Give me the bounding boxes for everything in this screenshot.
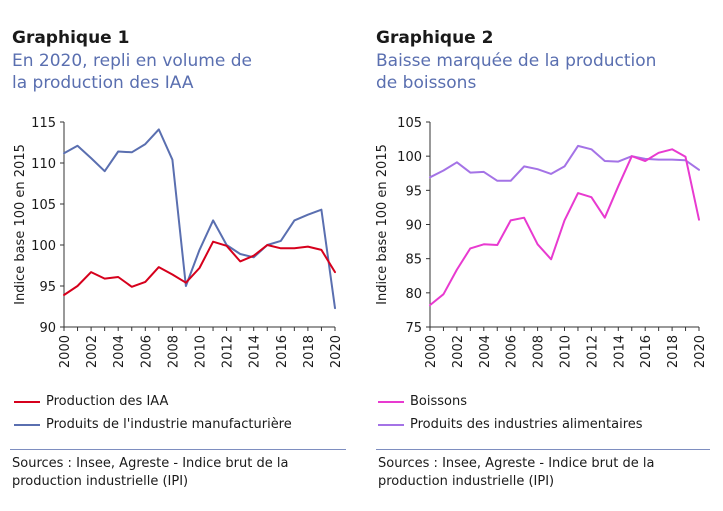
x-tick-label: 2000 [58, 335, 73, 368]
sources-line-2: production industrielle (IPI) [378, 474, 555, 489]
chart-heading: Graphique 1 [12, 28, 130, 48]
x-tick-label: 2012 [221, 335, 236, 368]
sources-line-1: Sources : Insee, Agreste - Indice brut d… [12, 456, 289, 471]
x-tick-label: 2018 [666, 335, 681, 368]
series-line-1 [63, 240, 336, 296]
y-axis-label: Indice base 100 en 2015 [13, 144, 28, 305]
x-tick-label: 2010 [194, 335, 209, 368]
divider [376, 449, 710, 450]
x-tick-label: 2016 [639, 335, 654, 368]
legend-label: Produits de l'industrie manufacturière [46, 417, 292, 432]
x-tick-label: 2014 [612, 335, 627, 368]
x-tick-label: 2002 [451, 335, 466, 368]
x-tick-label: 2006 [139, 335, 154, 368]
x-tick-label: 2012 [585, 335, 600, 368]
x-tick-label: 2006 [505, 335, 520, 368]
series-line-2 [429, 144, 700, 182]
x-tick-label: 2020 [693, 335, 708, 368]
sources-note: Sources : Insee, Agreste - Indice brut d… [378, 455, 654, 491]
legend-label: Produits des industries alimentaires [410, 417, 643, 432]
line-chart-1: 90 95 100 105 110 115 2000 2002 2004 2006 2008 2010… [13, 116, 344, 368]
y-tick-label: 110 [31, 157, 56, 172]
x-tick-label: 2008 [166, 335, 181, 368]
y-tick-label: 105 [397, 116, 422, 131]
x-tick-label: 2018 [302, 335, 317, 368]
x-tick-label: 2004 [112, 335, 127, 368]
x-tick-label: 2020 [329, 335, 344, 368]
x-tick-label: 2002 [85, 335, 100, 368]
y-tick-label: 80 [405, 287, 422, 302]
legend-item-series-1: Boissons [378, 394, 467, 409]
divider [10, 449, 346, 450]
series-line-2 [63, 128, 336, 310]
legend-item-series-2: Produits de l'industrie manufacturière [14, 417, 292, 432]
x-tick-label: 2014 [248, 335, 263, 368]
x-tick-label: 2008 [532, 335, 547, 368]
chart-subtitle-line-2: la production des IAA [12, 73, 194, 93]
legend-item-series-1: Production des IAA [14, 394, 168, 409]
y-tick-label: 105 [31, 198, 56, 213]
x-tick-label: 2004 [478, 335, 493, 368]
x-tick-label: 2010 [559, 335, 574, 368]
sources-note: Sources : Insee, Agreste - Indice brut d… [12, 455, 288, 491]
x-tick-label: 2016 [275, 335, 290, 368]
x-tick-label: 2000 [424, 335, 439, 368]
y-tick-label: 115 [31, 116, 56, 131]
sources-line-1: Sources : Insee, Agreste - Indice brut d… [378, 456, 655, 471]
y-tick-label: 85 [405, 253, 422, 268]
chart-subtitle-line-2: de boissons [376, 73, 477, 93]
y-tick-label: 95 [405, 184, 422, 199]
sources-line-2: production industrielle (IPI) [12, 474, 189, 489]
chart-subtitle-line-1: Baisse marquée de la production [376, 51, 657, 71]
series-line-1 [429, 148, 700, 307]
y-tick-label: 90 [405, 219, 422, 234]
chart-heading: Graphique 2 [376, 28, 494, 48]
legend-label: Production des IAA [46, 394, 169, 409]
legend-swatch [378, 400, 404, 403]
legend-item-series-2: Produits des industries alimentaires [378, 417, 643, 432]
chart-panel-2: Graphique 2 Baisse marquée de la product… [362, 0, 723, 511]
y-tick-label: 100 [31, 239, 56, 254]
legend-label: Boissons [410, 394, 467, 409]
legend-swatch [14, 423, 40, 426]
chart-panel-1: Graphique 1 En 2020, repli en volume de … [10, 28, 346, 491]
legend-swatch [14, 400, 40, 403]
y-axis-label: Indice base 100 en 2015 [375, 144, 390, 305]
y-tick-label: 75 [405, 321, 422, 336]
line-chart-2: 75 80 85 90 95 100 105 2000 2002 2004 2006 2008 2010… [375, 116, 708, 368]
legend-swatch [378, 423, 404, 426]
y-tick-label: 95 [39, 280, 56, 295]
y-tick-label: 90 [39, 321, 56, 336]
chart-subtitle-line-1: En 2020, repli en volume de [12, 51, 252, 71]
y-tick-label: 100 [397, 150, 422, 165]
